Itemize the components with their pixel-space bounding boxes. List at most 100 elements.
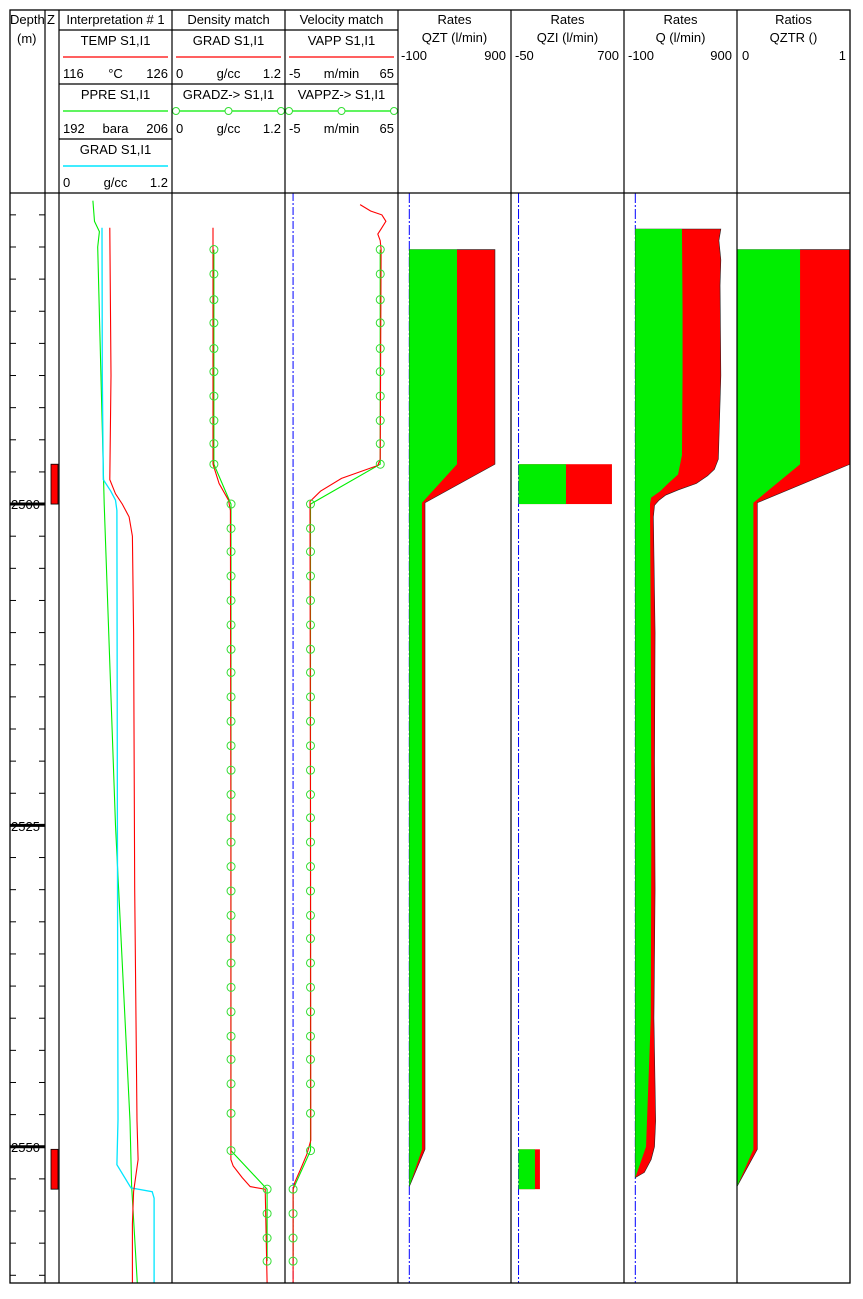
gradz-marker (226, 862, 236, 872)
vapp-scale-min: -5 (289, 66, 301, 81)
gradz-marker (226, 934, 236, 944)
vappz-marker (375, 459, 385, 469)
gradz-marker (226, 595, 236, 605)
gradz-marker (226, 667, 236, 677)
vappz-marker (306, 523, 316, 533)
gradz-marker (226, 741, 236, 751)
gradz-marker (209, 245, 219, 255)
vappz-legend-marker (337, 107, 346, 115)
vappz-marker (306, 1079, 316, 1089)
grad-scale-max: 1.2 (263, 66, 281, 81)
grad-interp-curve-label: GRAD S1,I1 (80, 142, 152, 157)
vappz-scale-max: 65 (380, 121, 394, 136)
grad-curve (212, 227, 268, 1284)
qzt-track-title: Rates (438, 12, 472, 27)
vappz-marker (375, 269, 385, 279)
temp-curve-label: TEMP S1,I1 (81, 33, 151, 48)
vappz-marker (288, 1184, 298, 1194)
q-scale-max: 900 (710, 48, 732, 63)
gradz-marker (226, 692, 236, 702)
gradz-marker (262, 1209, 272, 1219)
gradz-marker (209, 367, 219, 377)
qztr-scale-min: 0 (742, 48, 749, 63)
z-title: Z (47, 12, 55, 27)
q-curve-label: Q (l/min) (656, 30, 706, 45)
gradz-marker (226, 1146, 236, 1156)
vappz-marker (306, 547, 316, 557)
gradz-scale-unit: g/cc (217, 121, 241, 136)
gradz-marker (226, 620, 236, 630)
qztr-curve-label: QZTR () (770, 30, 818, 45)
vappz-marker (306, 1031, 316, 1041)
gradz-marker (226, 1079, 236, 1089)
vappz-marker (306, 1108, 316, 1118)
vappz-marker (306, 910, 316, 920)
gradz-marker (226, 523, 236, 533)
q-green-fill (635, 228, 683, 1178)
gradz-marker (209, 391, 219, 401)
vappz-scale-min: -5 (289, 121, 301, 136)
vappz-marker (306, 934, 316, 944)
gradz-marker (226, 644, 236, 654)
header: Depth (m) Z Interpretation # 1 Density m… (10, 12, 846, 190)
q-scale-min: -100 (628, 48, 654, 63)
vappz-marker (306, 1054, 316, 1064)
density-track-title: Density match (187, 12, 269, 27)
qzt-curve-label: QZT (l/min) (422, 30, 487, 45)
vappz-marker (306, 716, 316, 726)
vappz-marker (375, 439, 385, 449)
temp-scale-unit: °C (108, 66, 123, 81)
gradz-marker (226, 499, 236, 509)
chart-border (9, 9, 851, 1284)
gradz-legend-marker (277, 107, 285, 115)
vappz-marker (306, 790, 316, 800)
vappz-marker (306, 595, 316, 605)
qzt-green-fill (409, 249, 457, 1187)
ppre-curve-label: PPRE S1,I1 (81, 87, 150, 102)
grad-scale-min: 0 (176, 66, 183, 81)
vappz-legend-marker (285, 107, 293, 115)
qzi-green-block (518, 464, 566, 505)
vappz-marker (306, 620, 316, 630)
vappz-marker (306, 886, 316, 896)
vappz-marker (375, 295, 385, 305)
gradz-marker (226, 1054, 236, 1064)
gradz-marker (226, 910, 236, 920)
qztr-green-fill (737, 249, 801, 1187)
vappz-marker (375, 391, 385, 401)
gradz-scale-max: 1.2 (263, 121, 281, 136)
gradz-marker (209, 295, 219, 305)
vappz-marker (375, 416, 385, 426)
vappz-marker (375, 344, 385, 354)
qztr-scale-max: 1 (839, 48, 846, 63)
gradz-marker (226, 1031, 236, 1041)
vappz-marker (306, 1146, 316, 1156)
gradz-marker (226, 571, 236, 581)
vapp-scale-unit: m/min (324, 66, 359, 81)
vappz-marker (306, 692, 316, 702)
vappz-marker (306, 837, 316, 847)
q-track-title: Rates (664, 12, 698, 27)
log-plot-area (50, 193, 851, 1284)
temp-curve (109, 227, 139, 1283)
qzi-track-title: Rates (551, 12, 585, 27)
gradz-legend-marker (224, 107, 233, 115)
gradz-marker (226, 886, 236, 896)
gradz-marker (226, 813, 236, 823)
qzi-curve-label: QZI (l/min) (537, 30, 598, 45)
gradz-marker (226, 716, 236, 726)
vapp-curve-label: VAPP S1,I1 (308, 33, 375, 48)
vappz-marker (375, 318, 385, 328)
grad-scale-unit: g/cc (217, 66, 241, 81)
ppre-scale-min: 192 (63, 121, 85, 136)
vappz-marker (306, 765, 316, 775)
grad-interp-scale-min: 0 (63, 175, 70, 190)
ppre-scale-unit: bara (102, 121, 129, 136)
gradz-marker (209, 459, 219, 469)
track-frames (9, 9, 851, 1284)
vappz-marker (306, 571, 316, 581)
gradz-marker (262, 1256, 272, 1266)
gradz-marker (226, 765, 236, 775)
zone-marker (50, 463, 59, 505)
vappz-marker (306, 813, 316, 823)
